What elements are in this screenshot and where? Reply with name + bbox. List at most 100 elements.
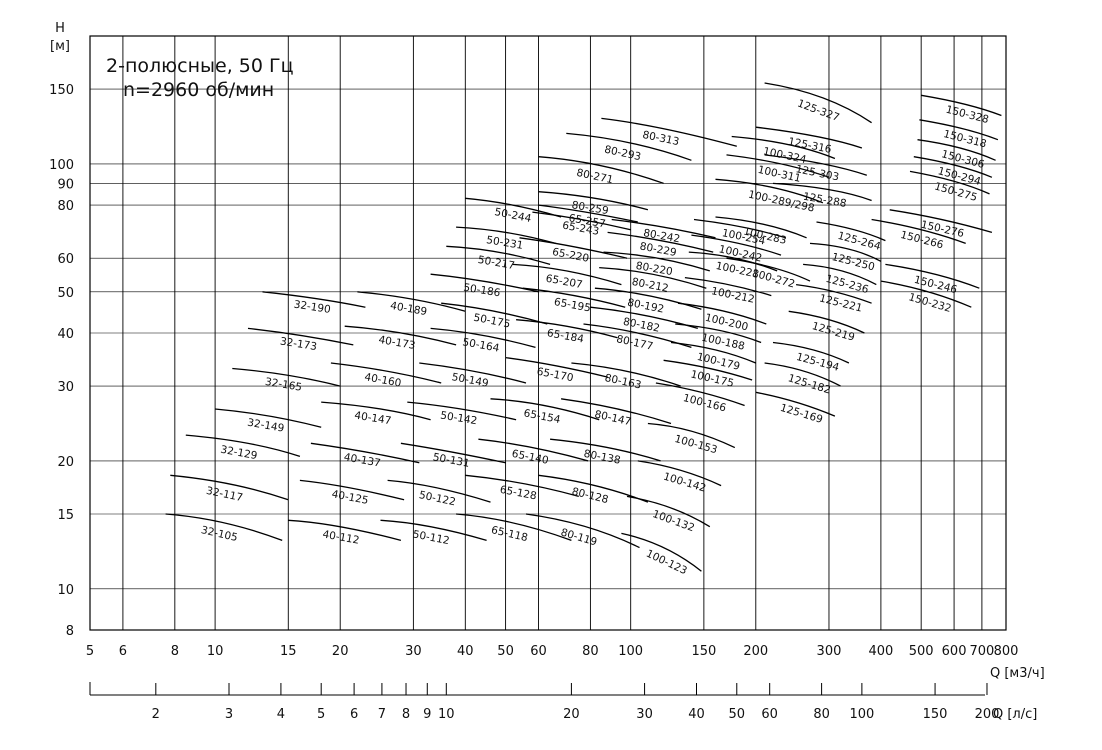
pump-curve-label: 80-220	[635, 260, 674, 278]
pump-curve-label: 65-154	[523, 407, 562, 426]
pump-curve-65-195	[522, 287, 626, 308]
pump-curve-150-232	[880, 280, 972, 308]
pump-curve-label: 150-232	[907, 291, 952, 315]
pump-curve-50-142	[407, 401, 517, 421]
pump-curve-80-293	[566, 132, 692, 161]
pump-curve-65-184	[516, 319, 618, 339]
pump-curve-label: 80-138	[583, 448, 622, 467]
x-tick-label: 6	[119, 644, 127, 659]
x2-axis-label: Q [л/с]	[993, 707, 1037, 722]
pump-curve-80-313	[601, 117, 737, 147]
pump-curve-150-266	[871, 218, 966, 245]
pump-curve-label: 100-175	[690, 368, 735, 389]
pump-curve-150-246	[885, 263, 980, 289]
pump-curve-label: 40-160	[363, 371, 402, 389]
x2-tick-label: 20	[563, 707, 580, 722]
x-tick-label: 8	[171, 644, 179, 659]
pump-curve-100-123	[621, 532, 702, 572]
pump-curve-100-311	[726, 154, 830, 178]
y-tick-label: 60	[57, 252, 74, 267]
pump-curve-80-212	[599, 266, 707, 289]
y-tick-label: 100	[49, 158, 74, 173]
pump-curve-label: 50-112	[412, 528, 451, 547]
pump-curve-label: 100-212	[710, 285, 755, 306]
x-tick-label: 20	[332, 644, 349, 659]
pump-curve-65-257	[538, 204, 638, 223]
x-tick-label: 300	[817, 644, 842, 659]
pump-curve-80-147	[561, 398, 672, 425]
pump-curve-100-175	[663, 359, 753, 381]
pump-curve-100-254	[693, 218, 786, 239]
x-tick-label: 150	[691, 644, 716, 659]
pump-curve-150-275	[909, 170, 990, 195]
pump-curve-label: 125-169	[779, 402, 824, 426]
y-tick-label: 20	[57, 455, 74, 470]
pump-curve-150-328	[921, 94, 1002, 117]
x-axis-label: Q [м3/ч]	[990, 666, 1045, 681]
x2-tick-label: 9	[423, 707, 431, 722]
x2-tick-label: 5	[317, 707, 325, 722]
x2-tick-label: 8	[402, 707, 410, 722]
pump-curve-32-117	[170, 474, 289, 501]
pump-curve-label: 32-117	[205, 485, 244, 504]
pump-curve-label: 32-165	[264, 376, 303, 394]
pump-curve-40-125	[299, 479, 405, 501]
x-tick-label: 50	[497, 644, 514, 659]
pump-curve-label: 80-177	[615, 333, 654, 353]
pump-curve-125-250	[809, 242, 882, 262]
pump-curve-50-131	[400, 442, 506, 464]
pump-curve-label: 100-132	[651, 508, 696, 534]
pump-curve-label: 125-264	[836, 230, 882, 253]
x-tick-label: 100	[618, 644, 643, 659]
x2-tick-label: 200	[975, 707, 1000, 722]
pump-curve-125-316	[755, 126, 863, 149]
pump-curve-50-112	[380, 519, 487, 542]
pump-curve-65-128	[465, 474, 579, 498]
pump-curve-50-122	[387, 479, 491, 503]
pump-curves: 32-105 32-117 32-129 32-149 32-165 32-173 32-1…	[165, 82, 1002, 578]
pump-curve-label: 40-147	[354, 410, 393, 428]
pump-curve-40-137	[310, 442, 420, 464]
pump-curve-80-163	[571, 362, 682, 387]
pump-curve-label: 65-128	[499, 484, 538, 503]
x2-tick-label: 10	[438, 707, 455, 722]
x-tick-label: 10	[207, 644, 224, 659]
pump-curve-label: 50-231	[485, 234, 524, 252]
y-axis-label: H	[55, 21, 65, 36]
pump-curve-label: 80-163	[604, 372, 643, 391]
pump-curve-100-242	[691, 234, 782, 256]
y-tick-label: 10	[57, 583, 74, 598]
pump-curve-label: 65-118	[490, 524, 529, 544]
pump-curve-40-160	[330, 362, 442, 384]
pump-curve-125-221	[796, 283, 872, 304]
pump-curve-label: 32-105	[200, 524, 239, 544]
pump-curve-100-200	[677, 302, 767, 325]
pump-curve-65-118	[456, 513, 572, 542]
pump-curve-label: 32-173	[279, 335, 318, 353]
x-tick-label: 5	[86, 644, 94, 659]
axis-ticks: 5 6 8 10 15 20 30 40 50 60 80 100 150 200 300 400 500 600…	[49, 83, 1018, 659]
pump-curve-65-140	[478, 438, 589, 462]
pump-curve-32-149	[215, 408, 322, 428]
pump-curve-label: 125-219	[811, 320, 856, 344]
pump-curve-50-231	[456, 226, 556, 245]
pump-curve-label: 65-184	[546, 327, 585, 345]
pump-curve-125-327	[764, 82, 872, 124]
pump-curve-80-192	[594, 287, 702, 310]
plot-frame	[89, 35, 1007, 631]
x2-axis-ticks: 2 3 4 5 6 7 8 9 10 20 30 40 50 60 80 100 150 200	[89, 682, 1000, 722]
pump-curve-125-194	[772, 341, 850, 364]
y-tick-label: 50	[57, 286, 74, 301]
pump-curve-125-288	[772, 182, 872, 202]
pump-curve-50-175	[441, 302, 548, 325]
pump-curve-label: 50-217	[477, 254, 516, 272]
pump-curve-125-303	[764, 154, 868, 176]
pump-curve-100-324	[731, 135, 836, 160]
pump-curve-label: 40-189	[389, 300, 428, 318]
pump-curve-100-179	[670, 341, 757, 364]
x2-tick-label: 2	[152, 707, 160, 722]
pump-curve-50-149	[419, 362, 527, 384]
pump-curve-label: 100-123	[644, 548, 689, 578]
pump-curve-label: 65-140	[511, 448, 550, 467]
x-tick-label: 400	[868, 644, 893, 659]
